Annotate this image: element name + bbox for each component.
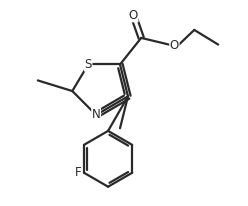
Text: N: N <box>92 108 100 122</box>
Text: O: O <box>129 9 138 22</box>
Text: O: O <box>170 39 179 52</box>
Text: S: S <box>85 58 92 71</box>
Text: F: F <box>75 166 81 179</box>
